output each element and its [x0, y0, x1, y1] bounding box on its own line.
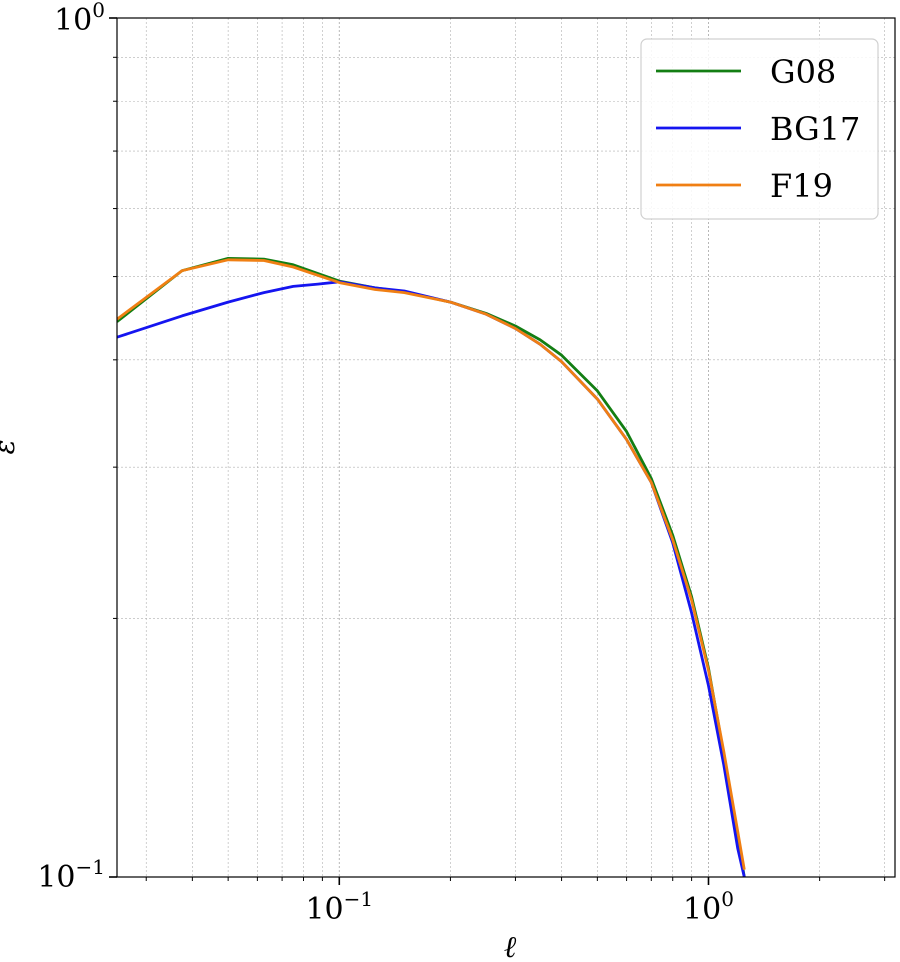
x-tick-label: 100	[683, 887, 734, 927]
y-tick-label: 100	[54, 0, 105, 38]
x-tick-label-exponent: −1	[344, 887, 373, 911]
series-line-f19	[117, 258, 746, 870]
y-axis-label: ε	[0, 439, 21, 454]
x-tick-label-base: 10	[305, 892, 343, 927]
y-tick-label-exponent: −1	[76, 855, 105, 879]
legend-label-f19: F19	[770, 167, 833, 205]
series-line-bg17	[117, 280, 746, 877]
x-axis-label: ℓ	[504, 930, 517, 962]
legend-label-g08: G08	[770, 53, 836, 91]
legend-label-bg17: BG17	[770, 110, 860, 148]
series-line-g08	[117, 256, 746, 877]
series-layer	[117, 256, 746, 877]
y-tick-label-base: 10	[37, 860, 75, 895]
x-tick-label-exponent: 0	[721, 887, 734, 911]
legend-box	[640, 38, 879, 220]
legend: G08 BG17 F19	[640, 38, 879, 220]
x-tick-label-base: 10	[683, 892, 721, 927]
y-tick-label-base: 10	[54, 3, 92, 38]
y-tick-label: 10−1	[37, 855, 105, 895]
x-tick-label: 10−1	[305, 887, 373, 927]
ticks	[109, 17, 886, 885]
y-tick-label-exponent: 0	[92, 0, 105, 22]
plot-frame	[116, 17, 896, 878]
